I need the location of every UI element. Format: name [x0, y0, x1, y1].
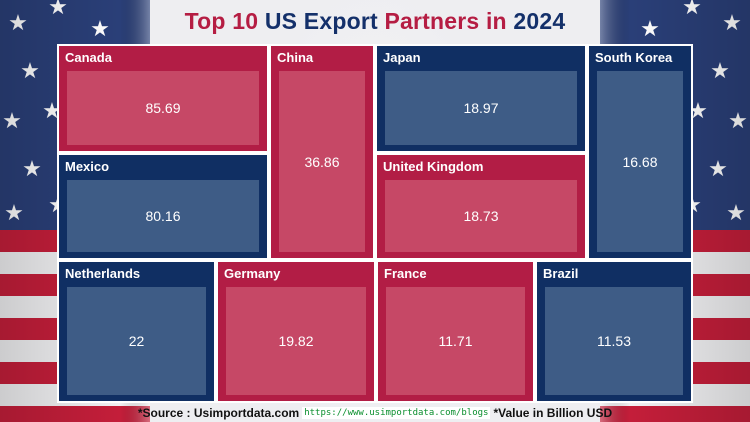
chart-title: Top 10 US Export Partners in 2024: [0, 6, 750, 36]
tile-netherlands: Netherlands 22: [57, 260, 216, 403]
source-note: *Source : Usimportdata.com: [137, 405, 300, 420]
tile-mexico: Mexico 80.16: [57, 153, 269, 260]
footer: *Source : Usimportdata.com https://www.u…: [0, 403, 750, 422]
tile-value: 19.82: [226, 287, 366, 395]
tile-japan: Japan 18.97: [375, 44, 587, 153]
tile-canada: Canada 85.69: [57, 44, 269, 153]
tile-france: France 11.71: [376, 260, 535, 403]
tile-germany: Germany 19.82: [216, 260, 376, 403]
tile-value: 16.68: [597, 71, 683, 252]
tile-label: France: [384, 266, 427, 281]
tile-label: China: [277, 50, 314, 65]
tile-value: 85.69: [67, 71, 259, 145]
tile-value: 22: [67, 287, 206, 395]
title-part-3: Partners in: [384, 8, 507, 34]
title-part-4: 2024: [513, 8, 566, 34]
tile-label: Brazil: [543, 266, 579, 281]
tile-value: 11.71: [386, 287, 525, 395]
tile-south-korea: South Korea 16.68: [587, 44, 693, 260]
title-part-2: US Export: [264, 8, 378, 34]
tile-value: 36.86: [279, 71, 365, 252]
tile-value: 80.16: [67, 180, 259, 252]
tile-value: 18.97: [385, 71, 577, 145]
tile-value: 11.53: [545, 287, 683, 395]
tile-label: United Kingdom: [383, 159, 484, 174]
tile-label: Netherlands: [65, 266, 141, 281]
tile-brazil: Brazil 11.53: [535, 260, 693, 403]
tile-label: Japan: [383, 50, 421, 65]
tile-label: Mexico: [65, 159, 110, 174]
tile-united-kingdom: United Kingdom 18.73: [375, 153, 587, 260]
tile-label: South Korea: [595, 50, 673, 65]
tile-label: Germany: [224, 266, 281, 281]
title-part-1: Top 10: [184, 8, 259, 34]
tile-label: Canada: [65, 50, 112, 65]
unit-note: *Value in Billion USD: [493, 405, 613, 420]
tile-value: 18.73: [385, 180, 577, 252]
tile-china: China 36.86: [269, 44, 375, 260]
source-url[interactable]: https://www.usimportdata.com/blogs: [302, 406, 491, 419]
